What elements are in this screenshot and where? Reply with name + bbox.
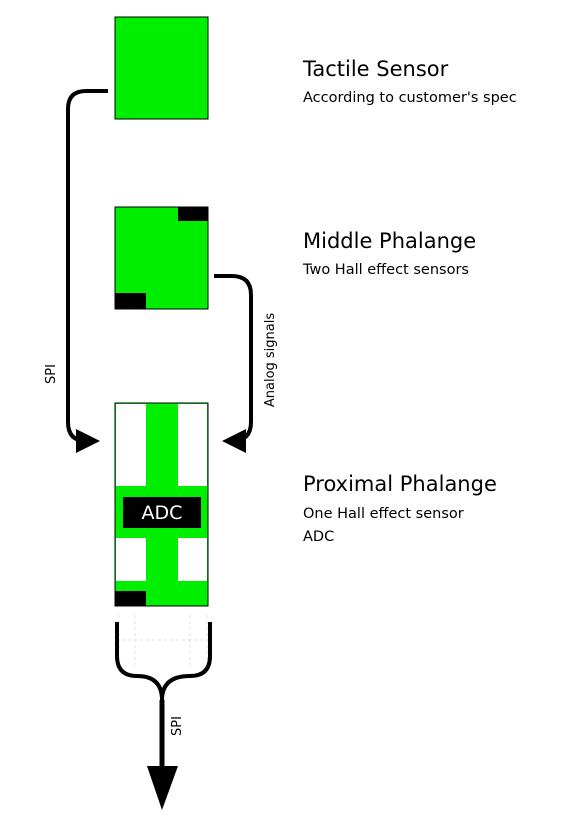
middle-phalange-title: Middle Phalange <box>303 229 476 253</box>
cable-outline <box>116 615 210 665</box>
adc-chip-label: ADC <box>142 502 183 524</box>
analog-signals-label: Analog signals <box>263 313 278 408</box>
hall-sensor-top <box>178 207 208 221</box>
tactile-sensor-desc: According to customer's spec <box>303 90 517 106</box>
proximal-phalange-desc-1: One Hall effect sensor <box>303 506 464 522</box>
middle-phalange-desc: Two Hall effect sensors <box>302 262 469 278</box>
analog-signals-arrow <box>214 274 253 453</box>
spi-bottom-label: SPI <box>170 716 185 736</box>
hall-sensor-proximal <box>115 591 146 606</box>
proximal-phalange-block: ADC <box>114 402 209 607</box>
spi-left-label: SPI <box>44 364 59 384</box>
proximal-phalange-desc-2: ADC <box>303 529 334 545</box>
adc-chip <box>123 497 201 528</box>
tactile-sensor-block <box>114 16 209 120</box>
spi-left-arrow <box>66 89 108 453</box>
hall-sensor-bottom <box>115 293 146 309</box>
spi-output-arrowhead <box>147 766 178 810</box>
middle-phalange-block <box>114 206 209 310</box>
proximal-phalange-title: Proximal Phalange <box>303 472 497 496</box>
spi-output-merge <box>115 622 164 701</box>
tactile-sensor-title: Tactile Sensor <box>302 57 449 81</box>
